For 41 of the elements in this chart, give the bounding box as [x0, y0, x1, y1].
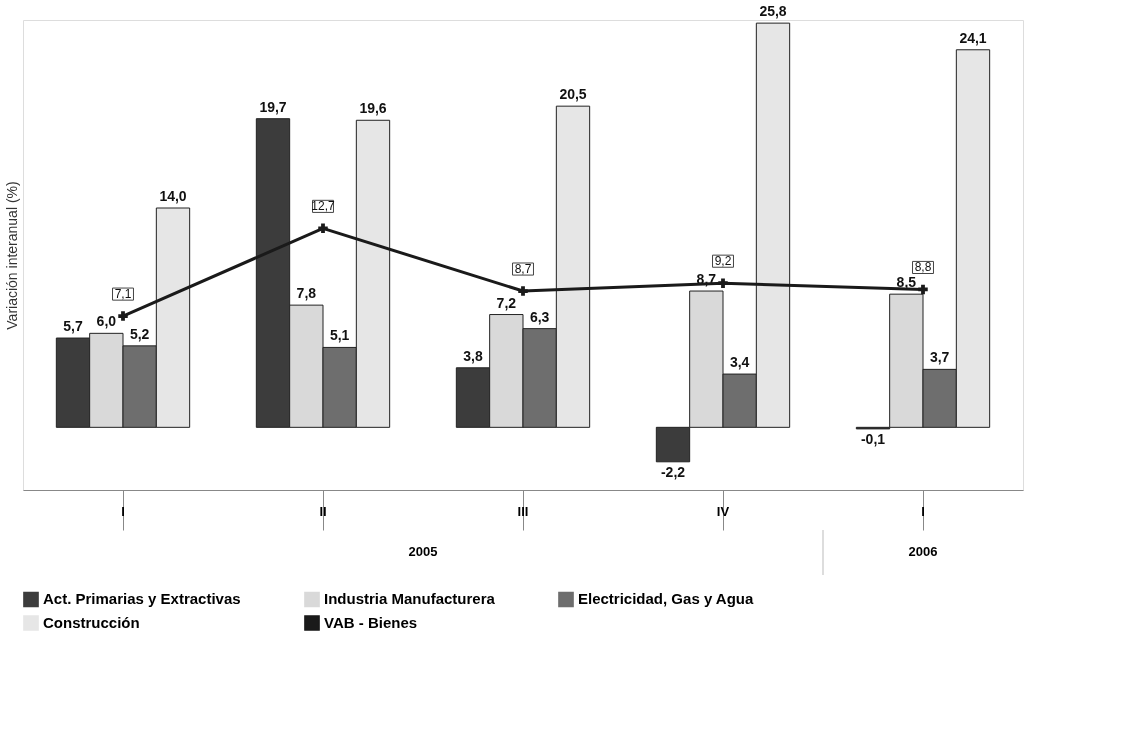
data-label: 19,7	[259, 98, 287, 115]
data-label: 3,8	[463, 347, 483, 364]
data-label: 8,5	[896, 274, 917, 291]
data-label: 3,4	[729, 354, 750, 371]
point	[718, 278, 728, 288]
data-label: 8,7	[514, 262, 532, 277]
data-label: 6,3	[529, 308, 550, 325]
y-axis-title: Variación interanual (%)	[3, 181, 20, 330]
data-label: 7,2	[496, 294, 517, 311]
data-label: -0,1	[860, 430, 886, 447]
data-label: 3,7	[929, 349, 950, 366]
x-tick-label: I	[921, 503, 925, 519]
data-label: 5,2	[129, 325, 150, 342]
data-label: 5,7	[63, 318, 83, 335]
point	[318, 223, 328, 234]
data-label: 5,1	[329, 327, 350, 344]
data-label: 25,8	[759, 3, 787, 20]
legend-label: Act. Primarias y Extractivas	[43, 590, 241, 608]
data-label: 14,0	[159, 188, 187, 204]
point	[518, 286, 528, 296]
x-tick-label: II	[319, 503, 327, 519]
point	[118, 311, 128, 321]
x-tick-label: IV	[716, 503, 730, 519]
legend-label: Construcción	[43, 614, 140, 631]
data-label: 24,1	[959, 29, 987, 46]
data-label: -2,2	[660, 463, 686, 480]
legend-label: Industria Manufacturera	[324, 590, 496, 608]
data-label: 6,0	[96, 313, 117, 330]
point	[918, 284, 928, 295]
legend-label: VAB - Bienes	[324, 614, 418, 631]
x-tick-label: III	[517, 503, 529, 519]
text: 2005	[408, 544, 438, 559]
legend-label: Electricidad, Gas y Agua	[578, 590, 754, 608]
data-label: 20,5	[559, 86, 587, 103]
x-tick-label: I	[121, 503, 125, 519]
data-label: 8,8	[914, 260, 932, 275]
text: 2006	[908, 544, 938, 559]
data-label: 19,6	[359, 100, 387, 117]
data-label: 9,2	[714, 254, 732, 269]
data-label: 7,8	[296, 285, 317, 302]
data-label: 7,1	[114, 287, 132, 302]
